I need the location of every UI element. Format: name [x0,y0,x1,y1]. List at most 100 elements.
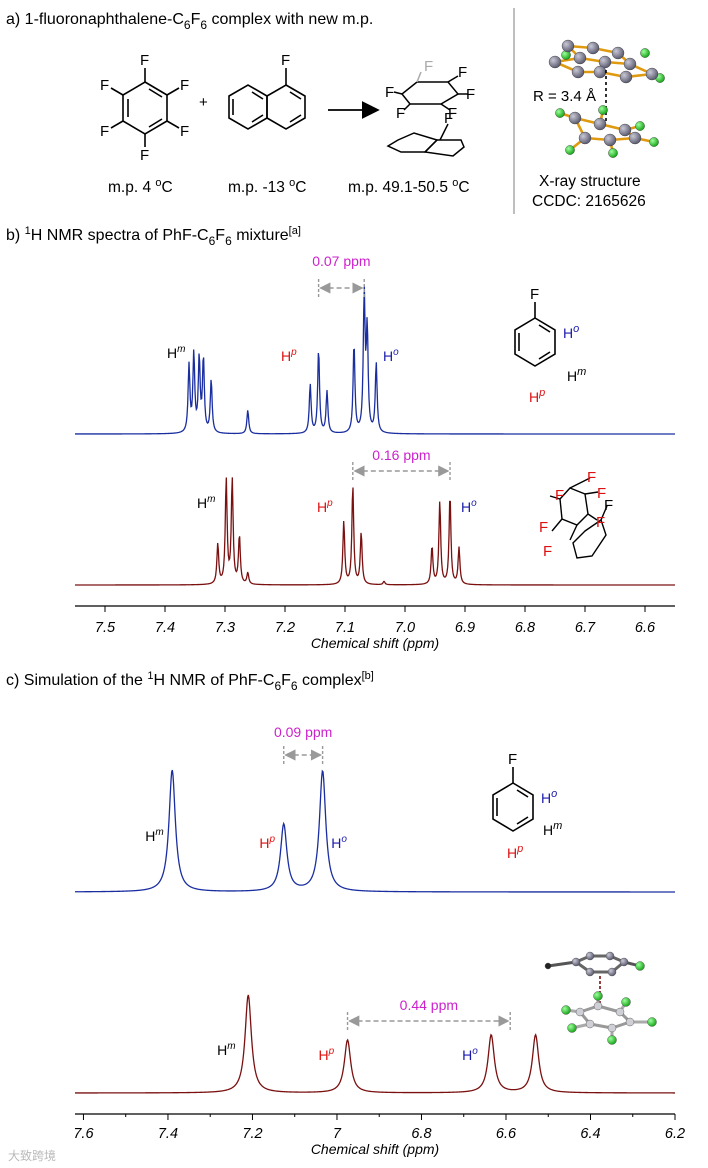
svg-text:F: F [180,123,189,140]
peak-label-hp: Hp [281,347,297,364]
panel-b-title: b) 1H NMR spectra of PhF-C6F6 mixture[a] [6,225,301,248]
mp-fluoronaphthalene: m.p. -13 oC [228,177,307,196]
carbon-atom [571,957,581,967]
peak-label-ho: Ho [383,347,399,364]
complex-structure-b [549,477,608,559]
carbon-atom [548,55,562,69]
carbon-atom [585,967,595,977]
svg-text:F: F [140,52,149,69]
x-axis-title: Chemical shift (ppm) [311,635,439,651]
peak-label-hm: Hm [217,1041,235,1058]
xray-caption-line1: X-ray structure [539,173,641,190]
x-tick-label: 7.1 [335,620,355,636]
fluorine-atom [598,105,608,115]
svg-text:F: F [587,469,596,486]
complex-F-labels-b: F F F F F F F [539,469,613,560]
svg-text:F: F [597,485,606,502]
hexafluorobenzene-structure [110,68,180,147]
mol-label-ho-b: Ho [563,323,579,341]
fluoronaphthalene-F-label: F [281,52,290,69]
panel-a: a) 1-fluoronaphthalene-C6F6 complex with… [6,8,665,214]
mol-label-hm-b: Hm [567,366,586,384]
fluorine-atom [607,1035,617,1045]
carbon-atom [607,967,617,977]
fluorobenzene-structure-c [492,767,534,832]
spectrum-line-upper [75,284,675,435]
fluorine-atom [635,961,645,971]
fluorobenzene-F-label-b: F [530,286,539,303]
svg-text:F: F [100,123,109,140]
carbon-atom [593,117,607,131]
fluorine-atom [565,145,575,155]
fluorine-atom [593,991,603,1001]
x-tick-label: 6.6 [496,1126,517,1142]
x-tick-label: 7.5 [95,620,116,636]
mol-label-hm-c: Hm [543,820,562,838]
x-tick-label: 6.8 [411,1126,431,1142]
peak-label-hp: Hp [317,498,333,515]
peak-label-ho: Ho [462,1046,478,1063]
fluorine-atom [640,48,650,58]
svg-text:F: F [555,487,564,504]
carbon-atom [623,57,637,71]
delta-label: 0.07 ppm [312,253,370,269]
carbon-atom [615,1007,625,1017]
spectrum-line-lower [75,477,675,586]
carbon-atom [561,39,575,53]
carbon-atom [573,51,587,65]
svg-text:F: F [466,86,475,103]
spectrum-line-upper [75,769,675,893]
mol-label-hp-c: Hp [507,843,523,861]
x-tick-label: 7 [333,1126,342,1142]
carbon-atom [611,46,625,60]
fluoronaphthalene-structure [228,68,306,130]
svg-text:F: F [140,147,149,164]
carbon-atom [585,951,595,961]
peak-label-ho: Ho [331,834,347,851]
panel-a-title: a) 1-fluoronaphthalene-C6F6 complex with… [6,11,373,32]
x-tick-label: 6.7 [575,620,596,636]
x-tick-label: 7.3 [215,620,235,636]
xray-caption-line2: CCDC: 2165626 [532,193,646,210]
fluorine-atom [608,148,618,158]
carbon-atom [645,67,659,81]
complex-naphthalene-structure [386,123,465,157]
x-tick-label: 6.4 [580,1126,600,1142]
delta-label: 0.09 ppm [274,724,332,740]
svg-text:F: F [396,105,405,122]
mol-label-hp-b: Hp [529,387,545,405]
carbon-atom [598,55,612,69]
peak-label-hm: Hm [197,494,215,511]
fluorine-atom [621,997,631,1007]
svg-text:F: F [458,64,467,81]
peak-label-hm: Hm [167,344,185,361]
carbon-atom [568,111,582,125]
svg-text:F: F [543,543,552,560]
carbon-atom [619,957,629,967]
fluorine-atom [647,1017,657,1027]
x-tick-label: 6.6 [635,620,656,636]
hexafluorobenzene-F-labels: F F F F F F [100,52,189,164]
mol-label-ho-c: Ho [541,788,557,806]
carbon-atom [585,1019,595,1029]
svg-text:F: F [385,84,394,101]
bond [547,960,577,968]
mp-complex: m.p. 49.1-50.5 oC [348,177,470,196]
nmr-chart-c: 7.6 7.4 7.2 7 6.8 6.6 6.4 6.2 Chemical shift (pp… [73,724,685,1157]
carbon-atom [586,41,600,55]
x-tick-label: 7.0 [395,620,415,636]
fluorine-atom [561,1005,571,1015]
complex-c6f6-structure [393,71,468,111]
carbon-atom [603,133,617,147]
x-tick-label: 7.4 [155,620,175,636]
carbon-atom [625,1017,635,1027]
carbon-atom [571,65,585,79]
x-tick-label: 6.2 [665,1126,685,1142]
stacking-distance-label: R = 3.4 Å [533,88,596,105]
x-tick-label: 7.6 [73,1126,94,1142]
delta-label: 0.44 ppm [400,997,458,1013]
peak-label-hp: Hp [319,1046,335,1063]
panel-c-title: c) Simulation of the 1H NMR of PhF-C6F6 … [6,670,374,693]
x-tick-label: 6.8 [515,620,535,636]
